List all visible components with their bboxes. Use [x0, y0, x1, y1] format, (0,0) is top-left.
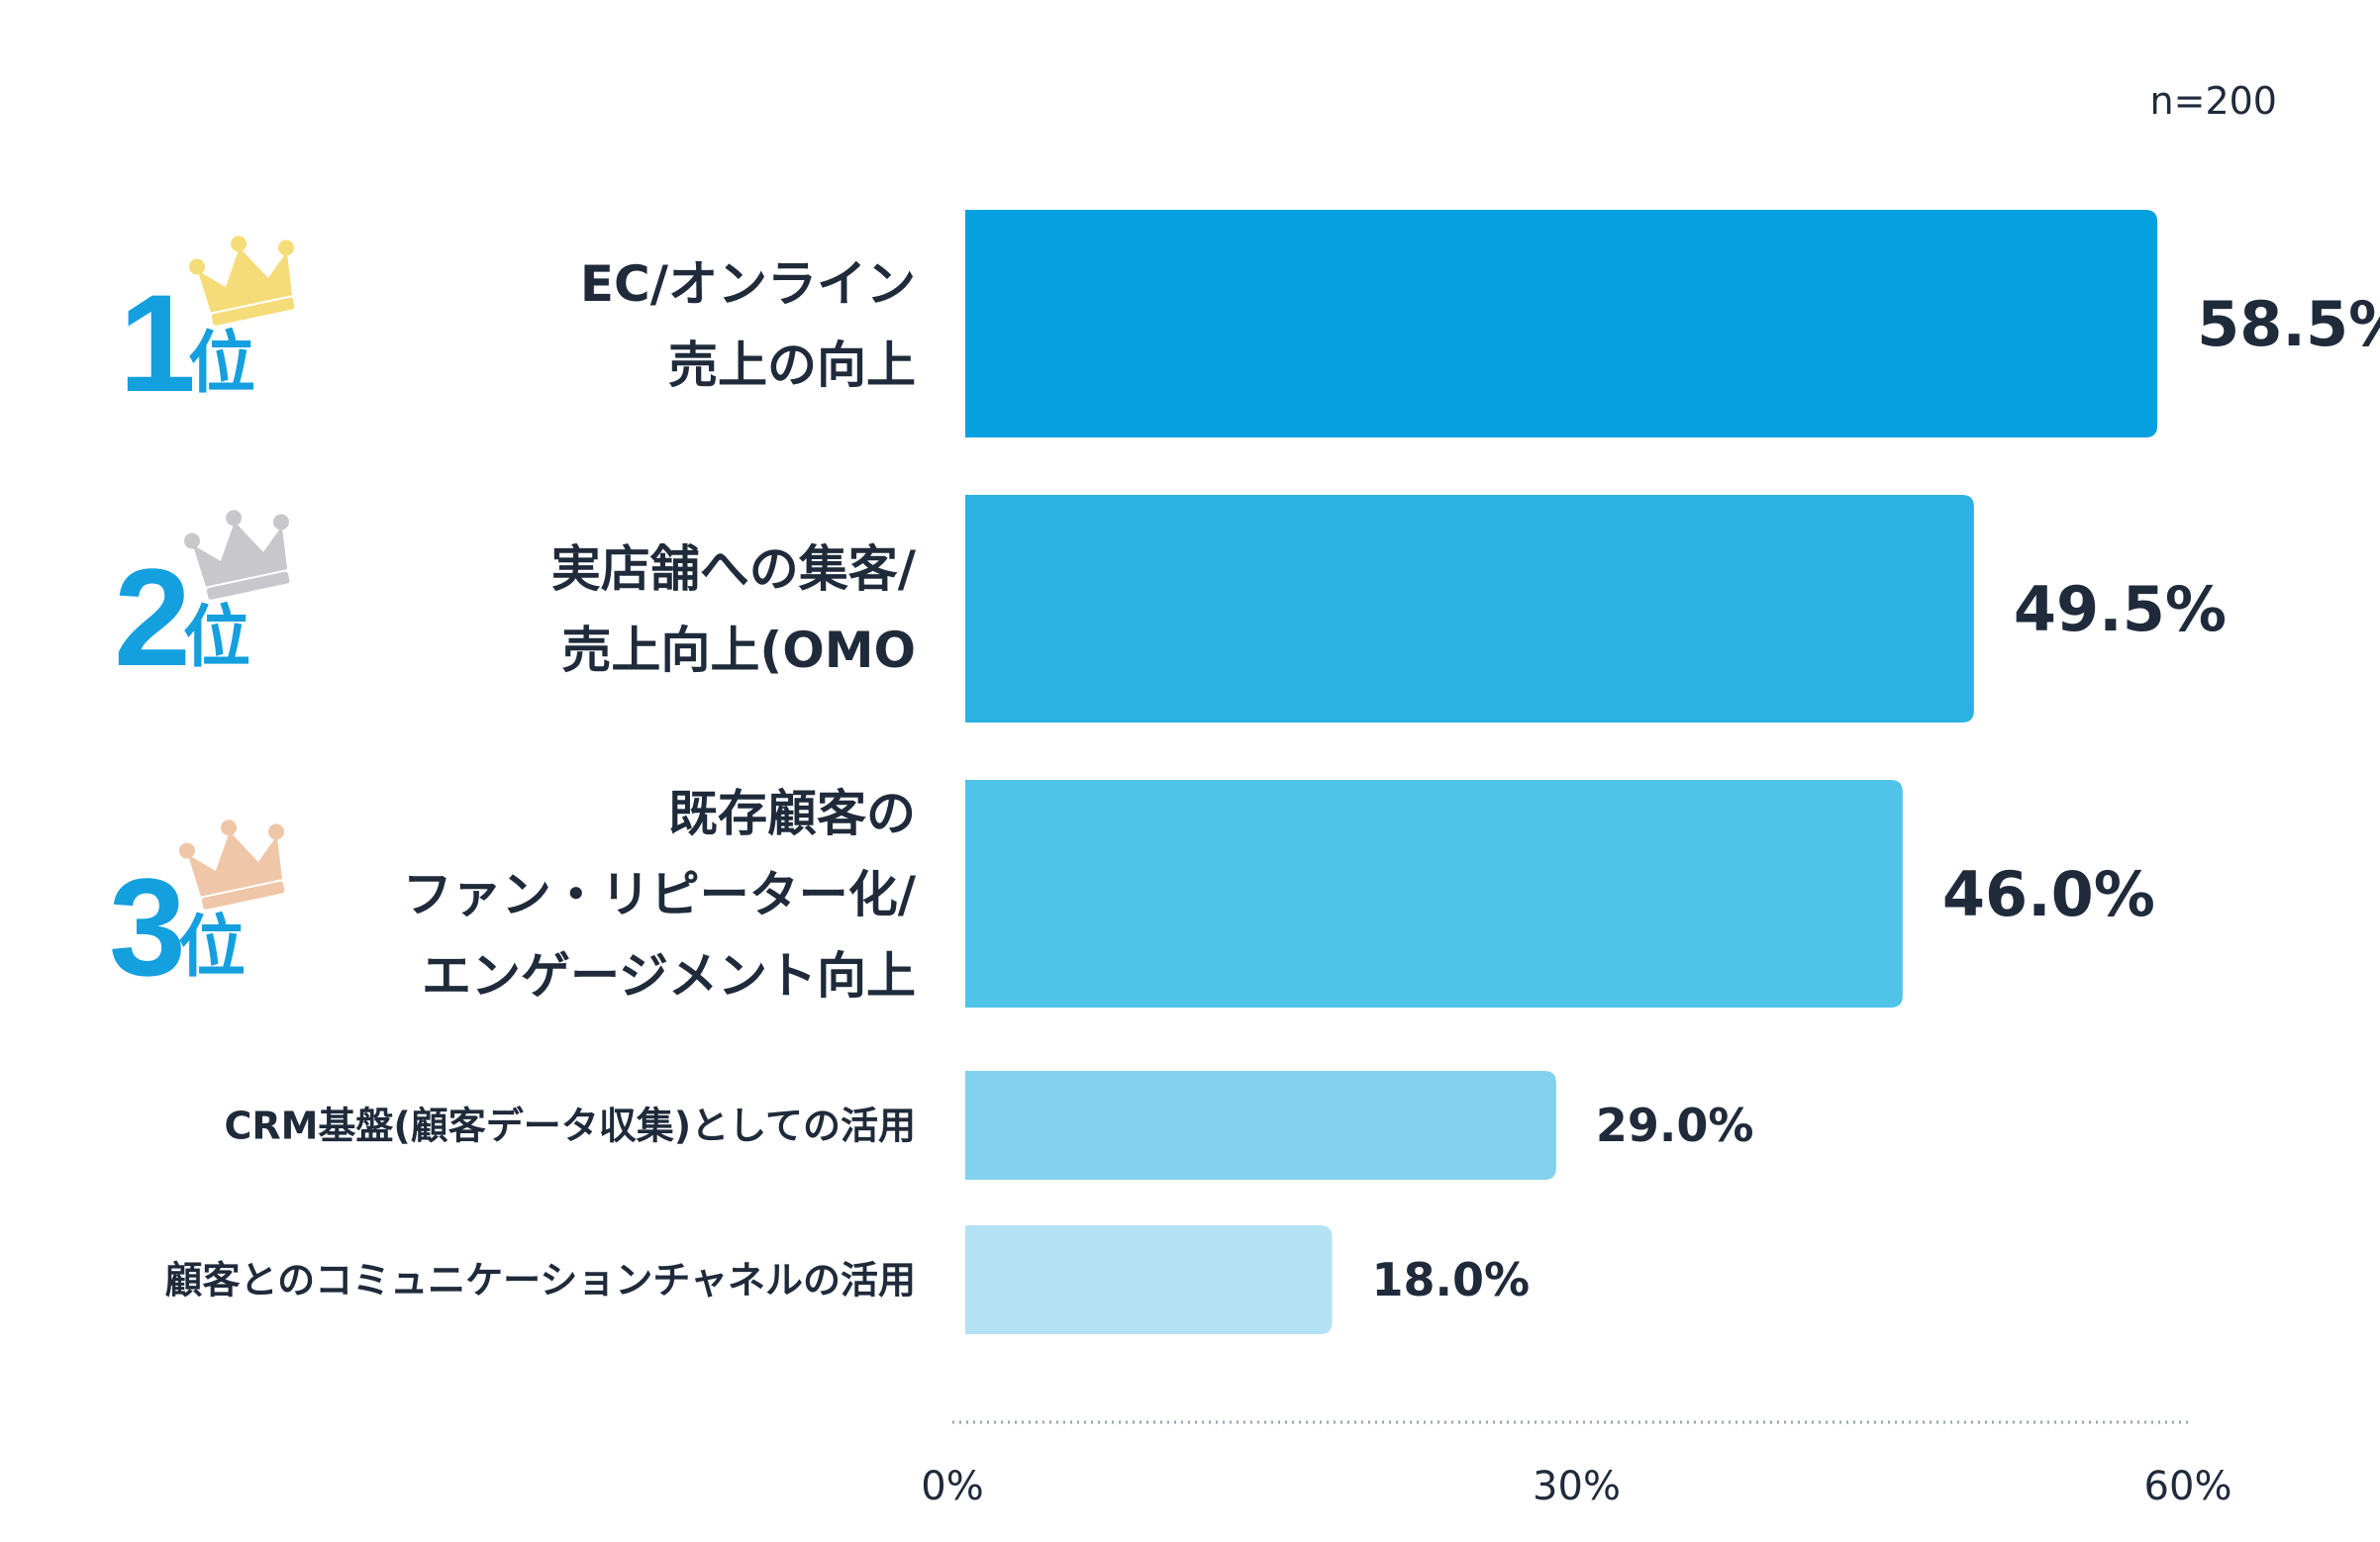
- category-label-3-line-3: エンゲージメント向上: [422, 947, 916, 1005]
- rank-number: 2: [114, 539, 191, 695]
- bar-3: [965, 780, 1903, 1008]
- value-label-2: 49.5%: [2014, 573, 2227, 645]
- category-label-1-line-1: EC/オンライン: [580, 255, 916, 313]
- rank-suffix: 位: [188, 325, 255, 403]
- value-label-3: 46.0%: [1942, 858, 2155, 930]
- bar-1: [965, 210, 2158, 437]
- sample-size-label: n=200: [2150, 79, 2277, 123]
- crown-icon: [183, 510, 290, 600]
- bar-5: [965, 1225, 1333, 1334]
- crown-icon: [188, 236, 295, 326]
- category-label-4-line-1: CRM基盤(顧客データ収集)としての活用: [224, 1105, 916, 1148]
- rank-suffix: 位: [183, 599, 250, 677]
- rank-badge-3: 3位: [109, 819, 285, 1005]
- category-label-3-line-2: ファン・リピーター化/: [403, 866, 917, 923]
- bars: [965, 210, 2158, 1334]
- rank-number: 1: [119, 265, 196, 421]
- value-label-1: 58.5%: [2197, 288, 2380, 360]
- value-label-5: 18.0%: [1372, 1253, 1531, 1306]
- bar-4: [965, 1071, 1556, 1180]
- category-label-1-line-2: 売上の向上: [668, 337, 916, 394]
- rank-suffix: 位: [178, 909, 246, 987]
- rank-badge-2: 2位: [114, 510, 290, 695]
- crown-icon: [178, 819, 285, 910]
- category-label-2-line-2: 売上向上(OMO: [561, 622, 916, 679]
- x-tick-label-2: 30%: [1533, 1464, 1621, 1509]
- x-axis-ticks: 0% 30% 60%: [921, 1464, 2231, 1509]
- bar-2: [965, 495, 1974, 723]
- rank-number: 3: [109, 849, 186, 1005]
- rank-badge-1: 1位: [119, 236, 295, 421]
- category-label-2-line-1: 実店舗への集客/: [551, 540, 917, 598]
- category-label-3-line-1: 既存顧客の: [668, 785, 916, 842]
- category-label-5-line-1: 顧客とのコミュニケーションチャネルの活用: [165, 1259, 916, 1302]
- x-tick-label-1: 0%: [921, 1464, 983, 1509]
- value-labels: 58.5% 49.5% 46.0% 29.0% 18.0%: [1372, 288, 2380, 1306]
- x-tick-label-3: 60%: [2144, 1464, 2232, 1509]
- value-label-4: 29.0%: [1596, 1099, 1754, 1152]
